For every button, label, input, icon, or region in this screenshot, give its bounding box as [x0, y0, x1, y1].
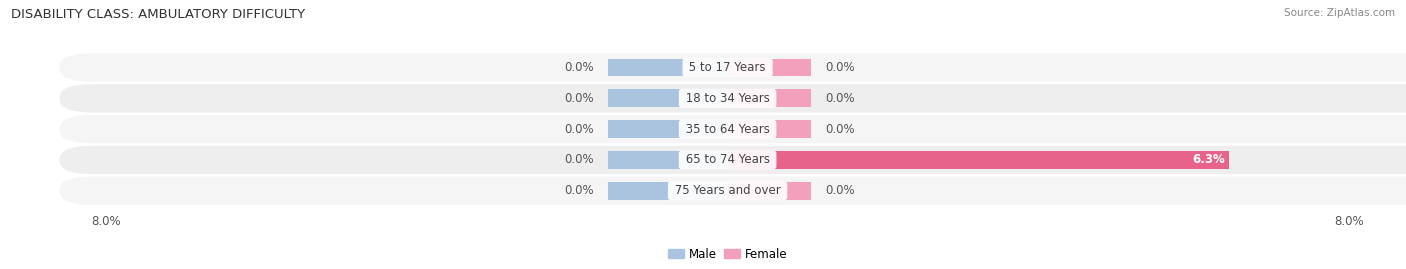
Text: 5 to 17 Years: 5 to 17 Years — [686, 61, 769, 74]
Bar — [728, 120, 811, 138]
Text: 35 to 64 Years: 35 to 64 Years — [682, 123, 773, 136]
Text: DISABILITY CLASS: AMBULATORY DIFFICULTY: DISABILITY CLASS: AMBULATORY DIFFICULTY — [11, 8, 305, 21]
Text: 0.0%: 0.0% — [825, 184, 855, 197]
Bar — [609, 120, 728, 138]
Text: 0.0%: 0.0% — [825, 123, 855, 136]
Text: Source: ZipAtlas.com: Source: ZipAtlas.com — [1284, 8, 1395, 18]
Text: 75 Years and over: 75 Years and over — [671, 184, 785, 197]
Text: 0.0%: 0.0% — [825, 92, 855, 105]
Bar — [609, 151, 728, 169]
Text: 0.0%: 0.0% — [564, 92, 593, 105]
FancyBboxPatch shape — [59, 176, 1406, 205]
Bar — [609, 182, 728, 200]
Bar — [609, 59, 728, 76]
Text: 65 to 74 Years: 65 to 74 Years — [682, 153, 773, 167]
FancyBboxPatch shape — [59, 146, 1406, 174]
Text: 0.0%: 0.0% — [825, 61, 855, 74]
Legend: Male, Female: Male, Female — [662, 243, 793, 265]
FancyBboxPatch shape — [59, 115, 1406, 143]
Text: 8.0%: 8.0% — [1334, 215, 1364, 228]
Text: 0.0%: 0.0% — [564, 153, 593, 167]
Bar — [728, 89, 811, 107]
Bar — [728, 151, 1229, 169]
Text: 0.0%: 0.0% — [564, 184, 593, 197]
Text: 8.0%: 8.0% — [91, 215, 121, 228]
Bar — [609, 89, 728, 107]
FancyBboxPatch shape — [59, 53, 1406, 82]
Text: 18 to 34 Years: 18 to 34 Years — [682, 92, 773, 105]
Text: 0.0%: 0.0% — [564, 61, 593, 74]
Text: 6.3%: 6.3% — [1192, 153, 1225, 167]
FancyBboxPatch shape — [59, 84, 1406, 112]
Text: 0.0%: 0.0% — [564, 123, 593, 136]
Bar — [728, 59, 811, 76]
Bar — [728, 182, 811, 200]
